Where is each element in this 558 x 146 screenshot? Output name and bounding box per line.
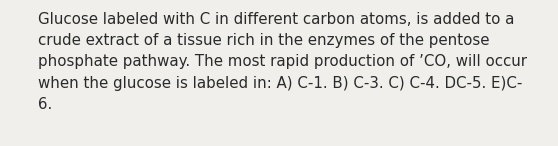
Text: Glucose labeled with C in different carbon atoms, is added to a
crude extract of: Glucose labeled with C in different carb… [38, 12, 527, 112]
